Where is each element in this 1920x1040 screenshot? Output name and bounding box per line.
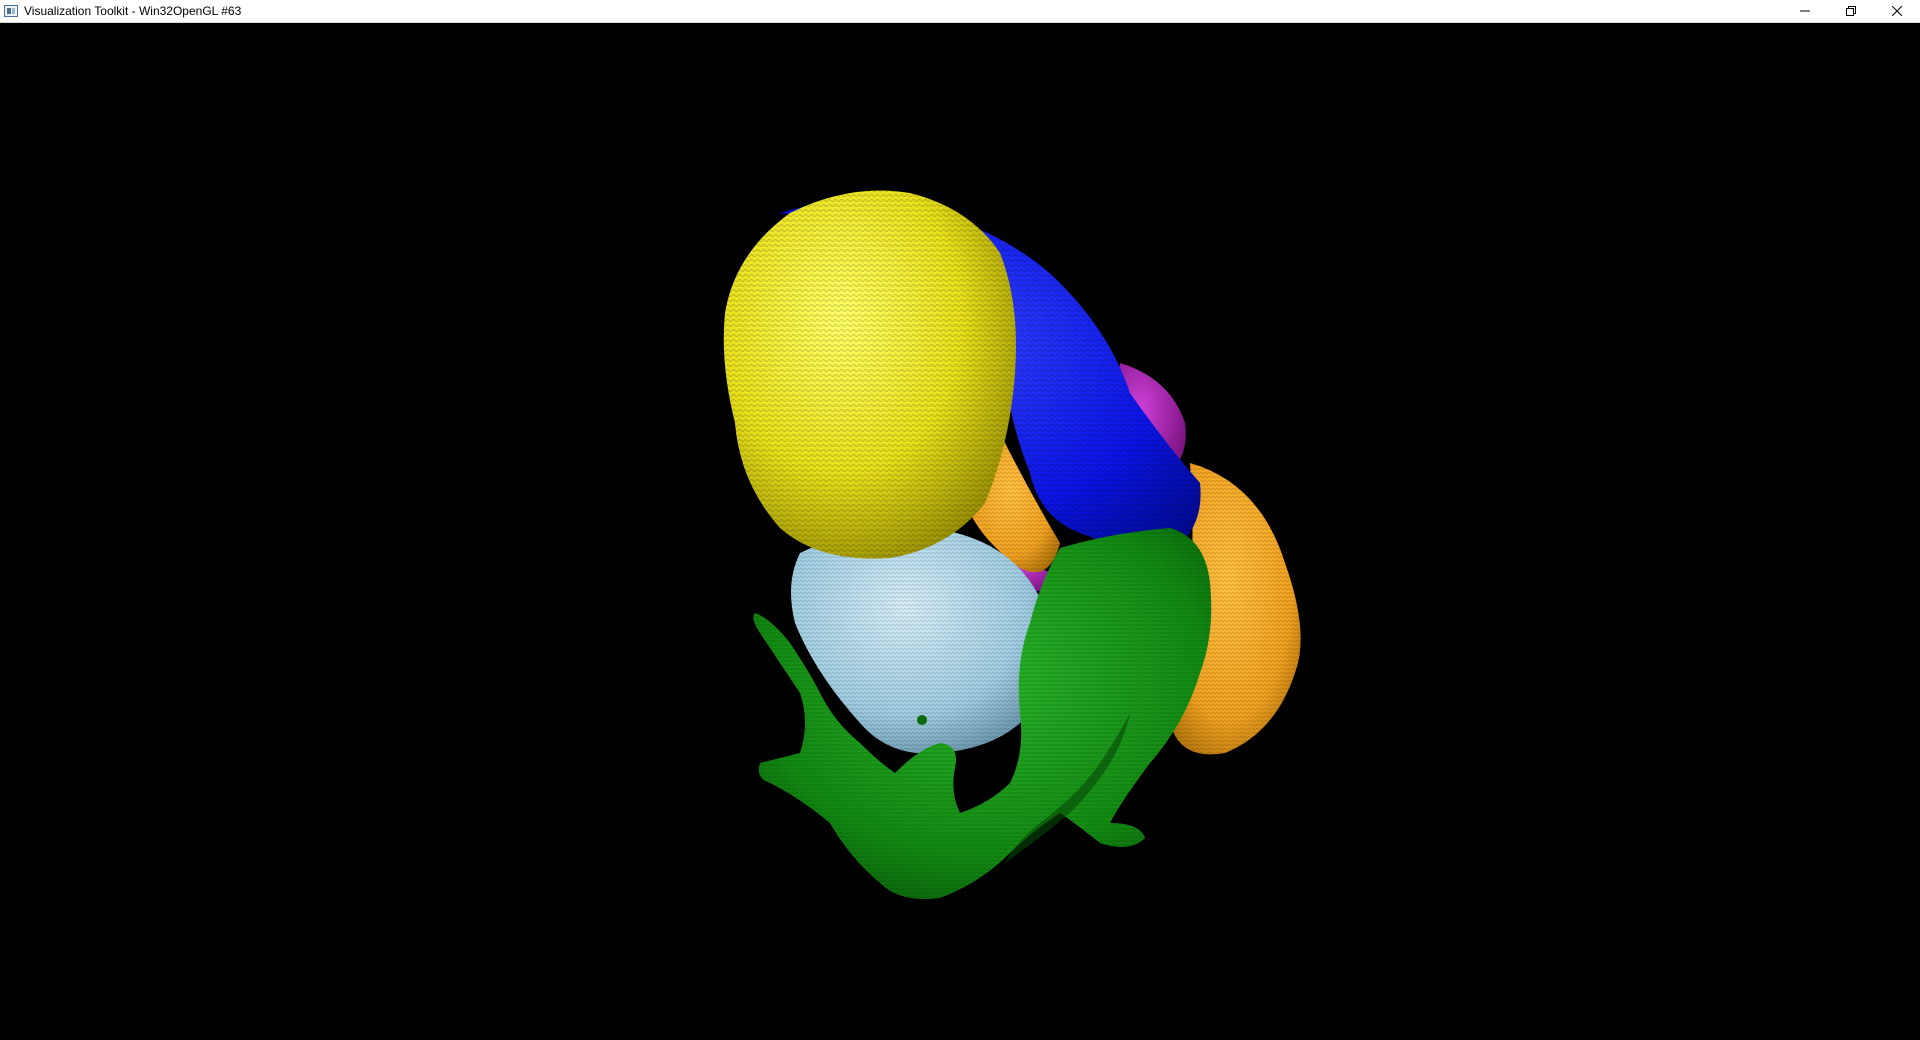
title-bar[interactable]: Visualization Toolkit - Win32OpenGL #63 [0, 0, 1920, 23]
light-blue-structure [791, 528, 1046, 754]
minimize-button[interactable] [1782, 0, 1828, 22]
green-structure [753, 528, 1212, 899]
blue-structure [780, 201, 1201, 554]
minimize-icon [1800, 10, 1810, 12]
yellow-structure [723, 190, 1016, 559]
restore-button[interactable] [1828, 0, 1874, 22]
vtk-window-icon[interactable] [4, 5, 18, 17]
scene-canvas [723, 190, 1301, 899]
close-button[interactable] [1874, 0, 1920, 22]
window-controls [1782, 0, 1920, 22]
close-icon [1892, 6, 1902, 16]
render-viewport[interactable] [0, 23, 1920, 1040]
window-title: Visualization Toolkit - Win32OpenGL #63 [24, 4, 242, 18]
orange-structure [970, 433, 1301, 755]
restore-icon [1846, 6, 1856, 16]
